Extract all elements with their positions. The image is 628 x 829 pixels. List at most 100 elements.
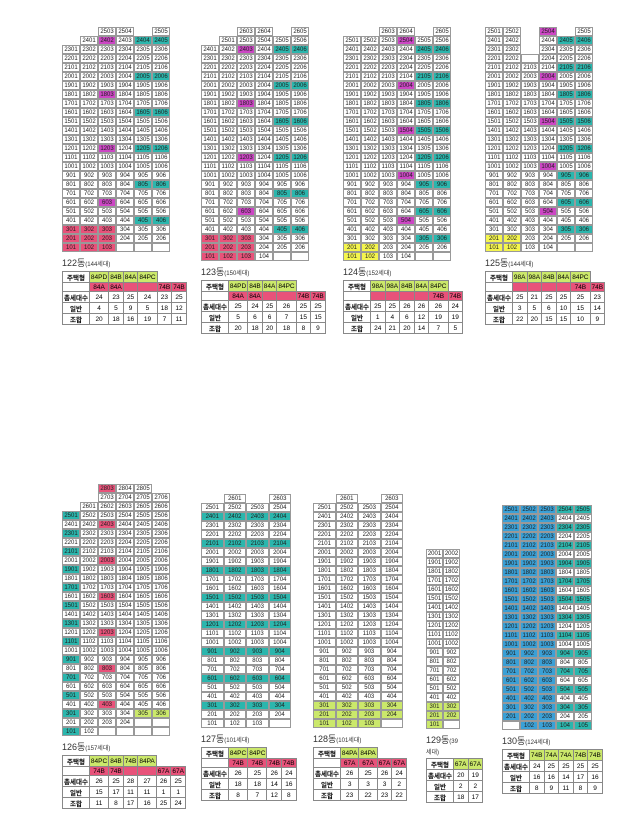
unit-cell[interactable]: 202 [80,718,98,727]
unit-cell[interactable]: 1106 [152,153,170,162]
unit-cell[interactable]: 1102 [223,629,246,638]
unit-cell[interactable]: 1604 [116,592,134,601]
unit-cell[interactable]: 1106 [433,162,451,171]
unit-cell[interactable]: 402 [80,700,98,709]
unit-cell[interactable]: 705 [415,198,433,207]
unit-cell[interactable]: 2101 [485,63,503,72]
unit-cell[interactable] [62,502,80,511]
unit-cell[interactable]: 1904 [116,81,134,90]
unit-cell[interactable]: 601 [62,198,80,207]
unit-cell[interactable]: 1602 [219,117,237,126]
unit-cell[interactable]: 404 [380,692,403,701]
unit-cell[interactable]: 701 [343,198,361,207]
unit-cell[interactable]: 101 [201,719,224,728]
unit-cell[interactable]: 802 [503,180,521,189]
unit-cell[interactable]: 704 [116,673,134,682]
unit-cell[interactable]: 2106 [152,63,170,72]
unit-cell[interactable]: 2503 [358,503,381,512]
unit-cell[interactable]: 1505 [134,117,152,126]
unit-cell[interactable]: 1703 [237,108,255,117]
unit-cell[interactable]: 2202 [223,530,246,539]
unit-cell[interactable]: 2304 [116,529,134,538]
unit-cell[interactable]: 2602 [98,502,116,511]
unit-cell[interactable]: 1101 [426,630,443,639]
unit-cell[interactable]: 2502 [80,511,98,520]
unit-cell[interactable]: 1605 [557,108,575,117]
unit-cell[interactable]: 1005 [134,162,152,171]
unit-cell[interactable]: 602 [361,207,379,216]
unit-cell[interactable]: 301 [201,234,219,243]
unit-cell[interactable]: 304 [255,234,273,243]
unit-cell[interactable]: 601 [201,674,224,683]
unit-cell[interactable]: 2405 [273,45,291,54]
unit-cell[interactable]: 1204 [116,628,134,637]
unit-cell[interactable]: 1401 [343,135,361,144]
unit-cell[interactable]: 703 [237,198,255,207]
unit-cell[interactable]: 1804 [268,566,291,575]
unit-cell[interactable]: 2504 [556,505,574,514]
unit-cell[interactable]: 2202 [219,63,237,72]
unit-cell[interactable]: 2303 [379,54,397,63]
unit-cell[interactable]: 1902 [219,90,237,99]
unit-cell[interactable]: 1403 [358,602,381,611]
unit-cell[interactable]: 1303 [521,135,539,144]
unit-cell[interactable]: 2306 [433,54,451,63]
unit-cell[interactable]: 1001 [62,646,80,655]
unit-cell[interactable]: 501 [62,691,80,700]
unit-cell[interactable]: 2803 [98,484,116,493]
unit-cell[interactable]: 406 [152,700,170,709]
unit-cell[interactable]: 2704 [116,493,134,502]
unit-cell[interactable]: 101 [343,252,361,261]
unit-cell[interactable]: 1702 [503,99,521,108]
unit-cell[interactable]: 1902 [80,81,98,90]
unit-cell[interactable]: 2006 [433,81,451,90]
unit-cell[interactable]: 1603 [237,117,255,126]
unit-cell[interactable]: 1501 [201,593,224,602]
unit-cell[interactable]: 1103 [521,153,539,162]
unit-cell[interactable]: 1501 [343,126,361,135]
unit-cell[interactable]: 1702 [80,583,98,592]
unit-cell[interactable]: 1504 [397,126,415,135]
unit-cell[interactable]: 2506 [291,36,309,45]
unit-cell[interactable]: 2206 [152,54,170,63]
unit-cell[interactable]: 1601 [343,117,361,126]
unit-cell[interactable]: 902 [503,171,521,180]
unit-cell[interactable]: 1302 [335,611,358,620]
unit-cell[interactable]: 2105 [415,72,433,81]
unit-cell[interactable]: 1801 [343,99,361,108]
unit-cell[interactable]: 2202 [503,54,521,63]
unit-cell[interactable]: 606 [152,682,170,691]
unit-cell[interactable]: 1901 [201,557,224,566]
unit-cell[interactable]: 901 [426,648,443,657]
unit-cell[interactable]: 1002 [503,162,521,171]
unit-cell[interactable]: 504 [116,207,134,216]
unit-cell[interactable]: 703 [521,189,539,198]
unit-cell[interactable]: 1003 [98,646,116,655]
unit-cell[interactable]: 2404 [556,514,574,523]
unit-cell[interactable]: 701 [485,189,503,198]
unit-cell[interactable]: 602 [520,676,538,685]
unit-cell[interactable]: 702 [443,666,460,675]
unit-cell[interactable]: 2102 [503,63,521,72]
unit-cell[interactable]: 1701 [426,576,443,585]
unit-cell[interactable]: 1304 [380,611,403,620]
unit-cell[interactable]: 1401 [313,602,336,611]
unit-cell[interactable] [358,494,381,503]
unit-cell[interactable]: 305 [273,234,291,243]
unit-cell[interactable]: 2403 [237,45,255,54]
unit-cell[interactable]: 801 [313,656,336,665]
unit-cell[interactable]: 1606 [291,117,309,126]
unit-cell[interactable]: 1405 [134,610,152,619]
unit-cell[interactable]: 203 [237,243,255,252]
unit-cell[interactable]: 1504 [556,595,574,604]
unit-cell[interactable]: 906 [575,171,593,180]
unit-cell[interactable]: 1003 [521,162,539,171]
unit-cell[interactable]: 404 [116,216,134,225]
unit-cell[interactable]: 2204 [116,54,134,63]
unit-cell[interactable]: 1305 [415,144,433,153]
unit-cell[interactable]: 101 [62,727,80,736]
unit-cell[interactable]: 2102 [335,539,358,548]
unit-cell[interactable]: 1901 [313,557,336,566]
unit-cell[interactable]: 1204 [116,144,134,153]
unit-cell[interactable]: 1105 [134,153,152,162]
